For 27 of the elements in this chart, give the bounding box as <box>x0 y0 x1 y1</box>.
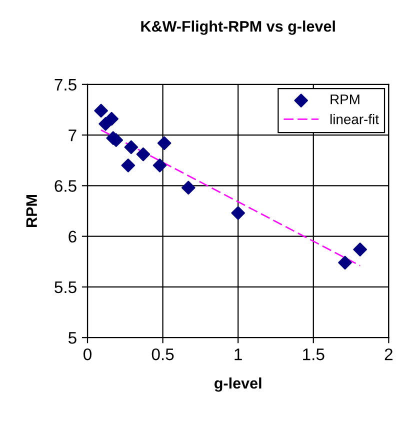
point <box>338 256 352 270</box>
y-tick-label: 5 <box>68 332 76 344</box>
chart-title: K&W-Flight-RPM vs g-level <box>141 20 335 35</box>
x-tick-label: 0.5 <box>152 348 174 360</box>
x-tick-label: 2 <box>384 348 392 360</box>
legend-label: linear-fit <box>330 114 379 124</box>
y-tick-label: 7.5 <box>54 78 76 91</box>
point <box>152 158 167 172</box>
y-tick-label: 6 <box>68 230 76 243</box>
point <box>181 180 196 195</box>
y-tick-label: 7 <box>68 130 76 142</box>
point <box>104 112 119 126</box>
point <box>353 242 367 256</box>
point <box>121 158 136 172</box>
point <box>157 136 172 150</box>
point <box>231 206 245 220</box>
x-tick-label: 0 <box>84 348 92 360</box>
y-tick-label: 5.5 <box>54 282 76 294</box>
y-axis-title: RPM <box>26 195 37 227</box>
legend-label: RPM <box>330 94 360 104</box>
y-tick-label: 6.5 <box>54 180 76 192</box>
point <box>136 147 150 162</box>
point <box>124 140 138 154</box>
x-tick-label: 1 <box>234 348 242 360</box>
point <box>94 104 108 118</box>
x-tick-label: 1.5 <box>303 348 324 360</box>
x-axis-title: g-level <box>214 377 262 392</box>
